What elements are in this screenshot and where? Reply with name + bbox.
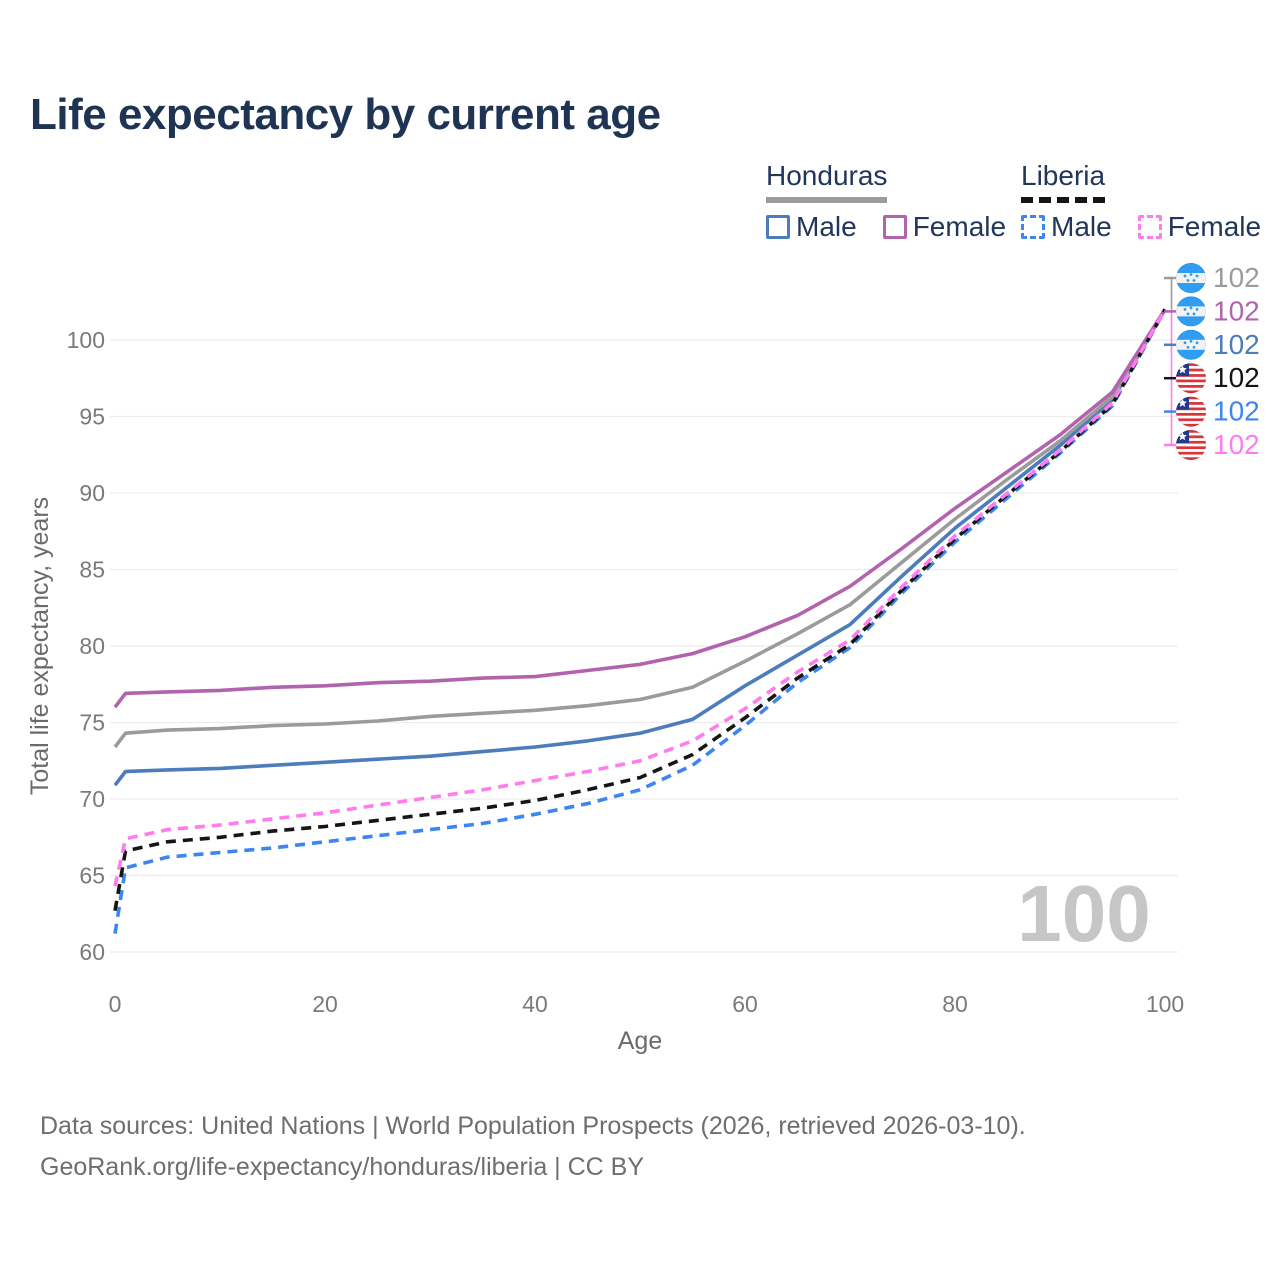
footer-data-sources: Data sources: United Nations | World Pop… (40, 1112, 1026, 1140)
x-tick-label: 80 (942, 991, 968, 1017)
y-tick-label: 85 (79, 557, 105, 583)
y-tick-label: 60 (79, 939, 105, 965)
y-tick-label: 95 (79, 404, 105, 430)
legend-item-honduras-male[interactable]: Male (766, 211, 857, 243)
x-tick-label: 20 (312, 991, 338, 1017)
y-tick-label: 75 (79, 710, 105, 736)
legend-item-honduras-female[interactable]: Female (882, 211, 1007, 243)
footer-attribution: GeoRank.org/life-expectancy/honduras/lib… (40, 1153, 645, 1181)
legend-item-liberia-female[interactable]: Female (1137, 211, 1262, 243)
series-line-liberia-female[interactable] (113, 308, 1167, 887)
flag-icon-ring (1176, 296, 1207, 327)
legend-country-honduras: Honduras (766, 160, 888, 203)
end-value-label: 102 (1213, 262, 1260, 293)
x-axis-title: Age (618, 1027, 662, 1055)
legend-label: Female (1167, 211, 1262, 242)
legend-item-liberia-male[interactable]: Male (1021, 211, 1112, 243)
x-tick-label: 0 (109, 991, 122, 1017)
star-glyph (1178, 365, 1187, 374)
end-value-label: 102 (1213, 429, 1260, 460)
y-tick-label: 70 (79, 786, 105, 812)
x-tick-label: 100 (1146, 991, 1184, 1017)
honduras-flag-icon (1176, 296, 1206, 327)
page-title: Life expectancy by current age (30, 90, 661, 139)
honduras-flag-icon (1176, 263, 1206, 293)
honduras-flag-icon (1176, 329, 1206, 360)
flag-icon-ring (1176, 396, 1207, 427)
star-glyph (1178, 398, 1187, 407)
y-tick-label: 80 (79, 633, 105, 659)
y-tick-label: 65 (79, 863, 105, 889)
honduras-female-swatch-icon (882, 215, 907, 239)
star-glyph (1178, 431, 1187, 441)
series-line-honduras-male[interactable] (113, 308, 1167, 787)
liberia-flag-icon (1176, 430, 1206, 460)
end-value-label: 102 (1213, 295, 1260, 326)
y-tick-label: 100 (67, 327, 105, 353)
end-value-label: 102 (1213, 362, 1260, 393)
series-line-liberia-male[interactable] (113, 308, 1167, 934)
liberia-female-swatch-icon (1137, 215, 1162, 239)
flag-icon-ring (1176, 429, 1207, 460)
liberia-flag-icon (1176, 396, 1206, 427)
flag-icon-ring (1176, 262, 1207, 293)
legend-label: Female (912, 211, 1007, 242)
legend-group-liberia: Liberia Male Female (1021, 160, 1261, 243)
age-counter-watermark: 100 (1017, 869, 1150, 958)
flag-icon-ring (1176, 329, 1207, 360)
end-value-label: 102 (1213, 396, 1260, 427)
y-tick-label: 90 (79, 480, 105, 506)
end-value-label: 102 (1213, 329, 1260, 360)
x-tick-label: 60 (732, 991, 758, 1017)
legend-country-liberia: Liberia (1021, 160, 1106, 203)
liberia-male-swatch-icon (1021, 215, 1045, 239)
footer: Data sources: United Nations | World Pop… (40, 1106, 1026, 1188)
y-axis-title: Total life expectancy, years (26, 497, 54, 795)
x-tick-label: 40 (522, 991, 548, 1017)
legend-group-honduras: Honduras Male Female (766, 160, 1006, 243)
honduras-male-swatch-icon (766, 215, 790, 239)
series-line-honduras-female[interactable] (113, 308, 1167, 709)
legend-label: Male (796, 211, 857, 242)
flag-icon-ring (1176, 363, 1207, 394)
series-line-honduras-both[interactable] (113, 308, 1167, 749)
legend-label: Male (1051, 211, 1112, 242)
